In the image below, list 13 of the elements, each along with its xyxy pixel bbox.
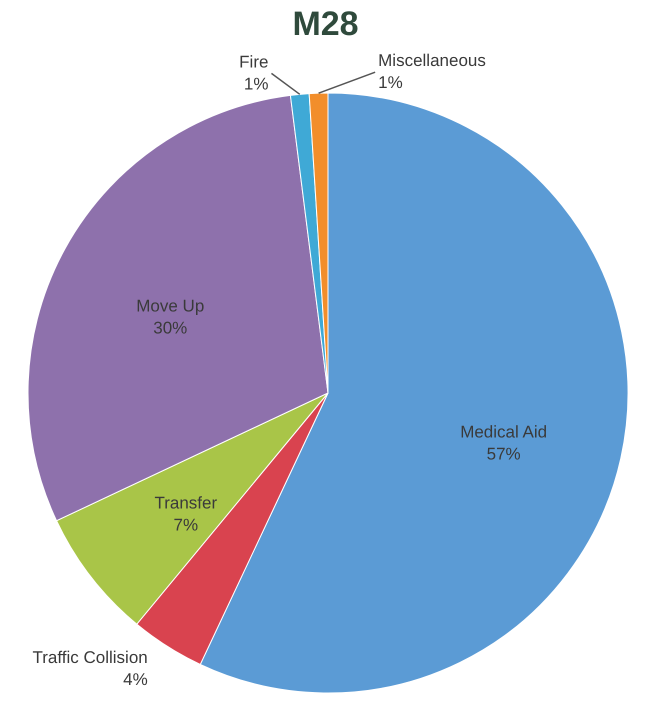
slice-label: Miscellaneous xyxy=(378,51,486,70)
chart-title: M28 xyxy=(292,5,359,44)
data-label: 4% xyxy=(123,670,148,690)
slice-label: Move Up xyxy=(136,296,204,316)
data-label: 1% xyxy=(378,73,403,92)
data-label: 1% xyxy=(244,74,268,94)
data-label: 30% xyxy=(153,318,188,338)
slice-label: Transfer xyxy=(154,493,218,512)
slice-label: Fire xyxy=(239,52,268,72)
slice-label: Traffic Collision xyxy=(32,648,148,668)
data-label: 7% xyxy=(173,515,198,534)
slice-label: Medical Aid xyxy=(460,422,548,442)
data-label: 57% xyxy=(486,444,521,464)
